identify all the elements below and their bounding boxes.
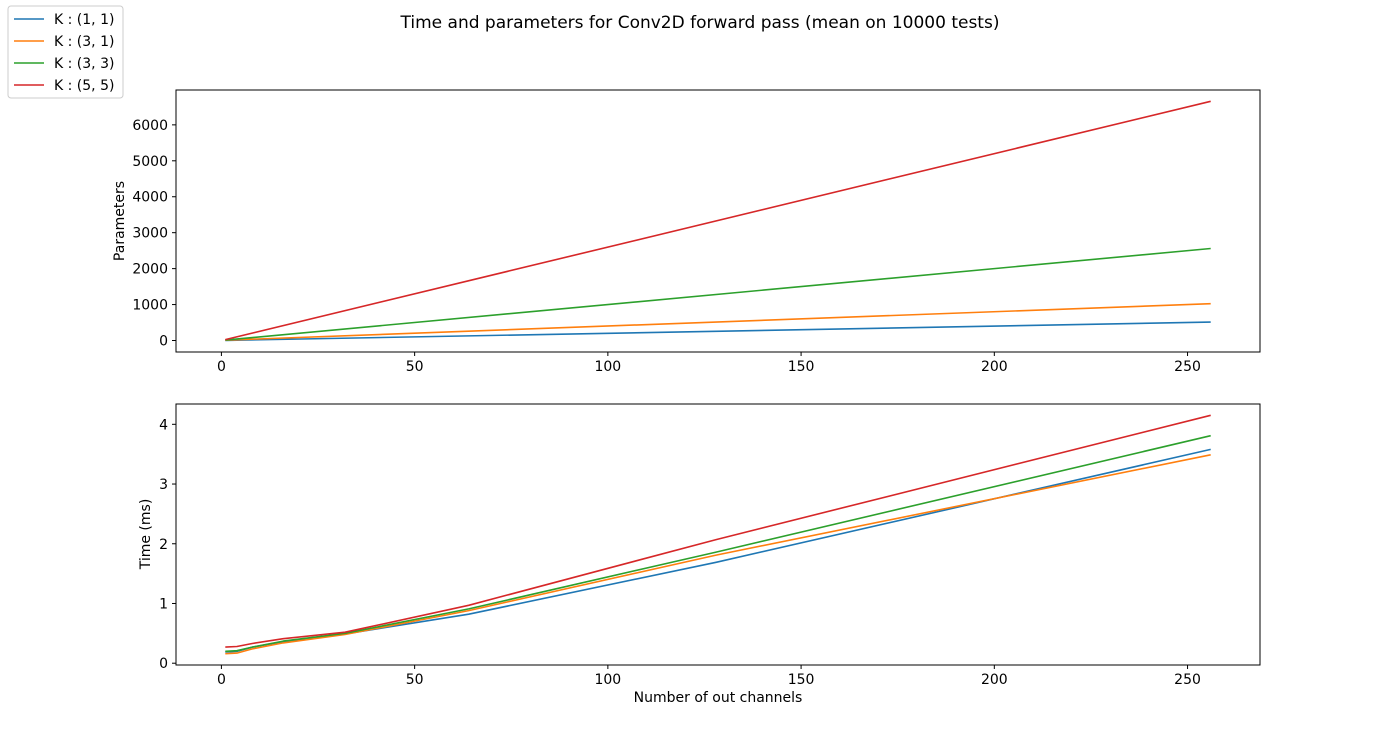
time-y-tick-label: 3 (159, 477, 168, 493)
parameters-x-tick-label: 0 (217, 359, 226, 375)
subplot-parameters-lines (225, 100, 1211, 342)
parameters-x-tick-label: 150 (788, 359, 815, 375)
parameters-y-axis-label: Parameters (112, 181, 128, 261)
time-y-tick-label: 0 (159, 656, 168, 672)
legend-entry-label: K : (3, 1) (54, 34, 114, 50)
parameters-y-tick-label: 4000 (132, 190, 168, 206)
parameters-series-line-k-3-3 (225, 247, 1211, 341)
time-series-line-k-3-1 (225, 454, 1211, 655)
subplot-parameters-ticks: 0 50 100 150 200 250 0 1000 2000 3000 4000 5000 6000 (132, 118, 1201, 375)
subplot-parameters: 0 50 100 150 200 250 0 1000 2000 3000 4000 5000 6000… (112, 89, 1261, 375)
legend: K : (1, 1) K : (3, 1) K : (3, 3) K : (5, 5) (7, 5, 124, 99)
time-x-tick-label: 200 (981, 672, 1008, 688)
parameters-series-line-k-3-1 (225, 302, 1211, 341)
time-x-tick-label: 250 (1174, 672, 1201, 688)
time-x-tick-label: 100 (594, 672, 621, 688)
chart-title: Time and parameters for Conv2D forward p… (400, 13, 1000, 33)
parameters-y-tick-label: 2000 (132, 262, 168, 278)
subplot-time-ticks: 0 50 100 150 200 250 0 1 2 3 4 (159, 417, 1201, 688)
parameters-y-tick-label: 0 (159, 333, 168, 349)
parameters-y-tick-label: 1000 (132, 298, 168, 314)
time-y-tick-label: 2 (159, 537, 168, 553)
time-series-line-k-3-3 (225, 434, 1211, 653)
parameters-x-tick-label: 50 (406, 359, 424, 375)
parameters-y-tick-label: 3000 (132, 226, 168, 242)
time-y-axis-label: Time (ms) (138, 499, 154, 571)
time-x-tick-label: 150 (788, 672, 815, 688)
parameters-x-tick-label: 100 (594, 359, 621, 375)
subplot-time-lines (225, 414, 1211, 655)
time-x-tick-label: 50 (406, 672, 424, 688)
legend-frame (7, 5, 124, 99)
time-x-tick-label: 0 (217, 672, 226, 688)
parameters-y-tick-label: 6000 (132, 118, 168, 134)
legend-entry-label: K : (1, 1) (54, 12, 114, 28)
subplot-time: 0 50 100 150 200 250 0 1 2 3 4 Time (ms) Number of… (138, 403, 1261, 706)
legend-entry-label: K : (3, 3) (54, 56, 114, 72)
subplot-time-frame (175, 403, 1261, 666)
subplot-parameters-frame (175, 89, 1261, 353)
time-y-tick-label: 4 (159, 417, 168, 433)
time-series-line-k-5-5 (225, 414, 1211, 648)
parameters-x-tick-label: 250 (1174, 359, 1201, 375)
time-y-tick-label: 1 (159, 596, 168, 612)
parameters-y-tick-label: 5000 (132, 154, 168, 170)
parameters-series-line-k-1-1 (225, 321, 1211, 342)
parameters-x-tick-label: 200 (981, 359, 1008, 375)
x-axis-label: Number of out channels (634, 690, 803, 706)
parameters-series-line-k-5-5 (225, 100, 1211, 341)
legend-entry-label: K : (5, 5) (54, 78, 114, 94)
